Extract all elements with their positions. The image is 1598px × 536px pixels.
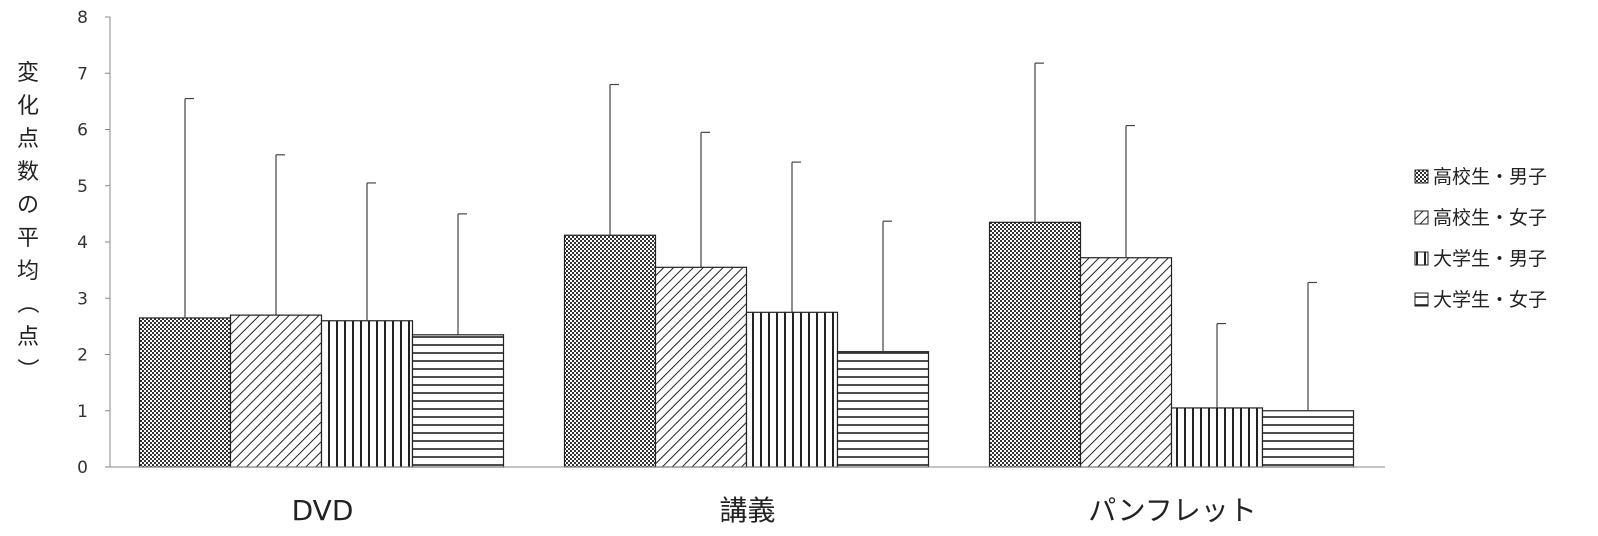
legend-swatch	[1414, 292, 1429, 307]
bar-vertical	[320, 320, 414, 468]
x-tick-label: パンフレット	[1088, 494, 1257, 527]
y-axis-label-char: 点	[17, 325, 39, 350]
x-axis: DVD 講義 パンフレット	[110, 466, 1385, 527]
bar-horizontal	[1261, 410, 1355, 468]
y-tick-label: 0	[77, 458, 88, 478]
y-axis-label-char: の	[17, 193, 39, 218]
y-tick-label: 4	[77, 233, 88, 253]
y-axis-label-char: 平	[17, 226, 39, 251]
y-axis-label-char: ）	[14, 358, 39, 380]
bar-crosshatch	[138, 317, 232, 468]
y-tick-label: 5	[77, 177, 88, 197]
y-tick-label: 1	[77, 402, 88, 422]
y-tick-label: 6	[77, 121, 88, 141]
x-tick-label: DVD	[292, 494, 354, 527]
y-tick-label: 8	[77, 8, 88, 28]
bar-crosshatch	[563, 234, 657, 468]
bar-vertical	[1170, 407, 1264, 468]
legend-label: 大学生・男子	[1433, 248, 1547, 270]
legend-label: 大学生・女子	[1433, 289, 1547, 311]
y-tick-label: 3	[77, 289, 88, 309]
bar-vertical	[745, 311, 839, 468]
error-bars	[184, 62, 1317, 411]
bar-diagonal	[1079, 257, 1173, 468]
y-axis-label-char: 化	[17, 94, 39, 119]
y-axis: 0 1 2 3 4 5 6 7 8	[77, 8, 111, 478]
legend-label: 高校生・男子	[1433, 166, 1547, 188]
y-axis-label-char: 点	[17, 127, 39, 152]
legend-swatch	[1414, 210, 1429, 225]
legend-swatch	[1414, 169, 1429, 184]
y-axis-label-char: 数	[17, 160, 39, 185]
bar-crosshatch	[988, 221, 1082, 468]
legend-swatch	[1414, 251, 1429, 266]
y-axis-label-char: 変	[17, 61, 39, 86]
bar-diagonal	[654, 266, 748, 468]
bar-horizontal	[836, 351, 930, 468]
bar-diagonal	[229, 314, 323, 468]
bar-horizontal	[411, 334, 505, 468]
y-tick-label: 7	[77, 64, 88, 84]
y-tick-label: 2	[77, 346, 88, 366]
y-axis-label-char: （	[14, 292, 39, 314]
y-axis-label-char: 均	[17, 259, 39, 284]
x-tick-label: 講義	[719, 494, 775, 527]
legend-label: 高校生・女子	[1433, 207, 1547, 229]
bars	[138, 221, 1355, 468]
